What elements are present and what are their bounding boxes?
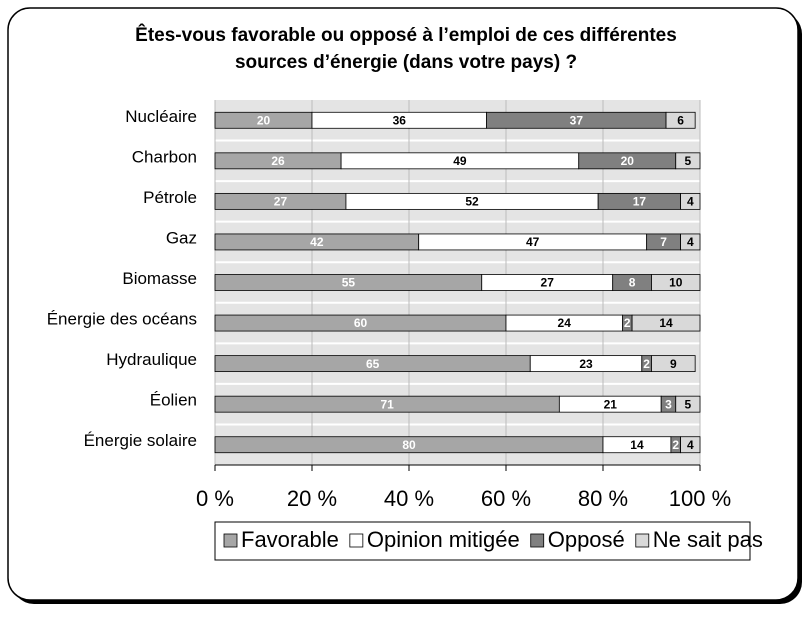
y-tick-label: Nucléaire	[125, 107, 197, 126]
data-label: 6	[677, 113, 684, 127]
data-label: 80	[402, 438, 416, 452]
y-tick-label: Gaz	[166, 228, 197, 247]
legend-label: Opposé	[548, 527, 625, 552]
data-label: 21	[604, 397, 618, 411]
data-label: 14	[659, 316, 673, 330]
data-label: 27	[274, 195, 288, 209]
x-tick-label: 60 %	[481, 486, 531, 511]
x-tick-label: 80 %	[578, 486, 628, 511]
data-label: 55	[342, 276, 356, 290]
y-tick-label: Énergie solaire	[84, 431, 197, 450]
data-label: 2	[643, 357, 650, 371]
data-label: 37	[570, 113, 584, 127]
legend-label: Opinion mitigée	[367, 527, 520, 552]
data-label: 23	[579, 357, 593, 371]
legend-swatch	[223, 533, 238, 548]
x-tick-label: 0 %	[196, 486, 234, 511]
data-label: 36	[393, 113, 407, 127]
data-label: 26	[271, 154, 285, 168]
data-label: 65	[366, 357, 380, 371]
data-label: 20	[257, 113, 271, 127]
bar-segment	[665, 111, 696, 129]
chart-title: sources d’énergie (dans votre pays) ?	[235, 52, 577, 73]
data-label: 20	[621, 154, 635, 168]
legend-label: Ne sait pas	[653, 527, 763, 552]
legend-swatch	[635, 533, 650, 548]
data-label: 8	[629, 276, 636, 290]
data-label: 47	[526, 235, 540, 249]
bar-segment	[680, 436, 701, 454]
chart-title: Êtes-vous favorable ou opposé à l’emploi…	[135, 24, 677, 46]
data-label: 4	[687, 195, 694, 209]
legend-box	[214, 521, 751, 561]
data-label: 3	[665, 397, 672, 411]
data-label: 49	[453, 154, 467, 168]
legend-swatch	[349, 533, 364, 548]
data-label: 10	[669, 276, 683, 290]
bar-segment	[675, 395, 701, 413]
data-label: 60	[354, 316, 368, 330]
x-tick-label: 40 %	[384, 486, 434, 511]
data-label: 14	[630, 438, 644, 452]
data-label: 17	[633, 195, 647, 209]
bar-segment	[680, 233, 701, 251]
bar-segment	[651, 274, 701, 291]
data-label: 27	[541, 276, 555, 290]
bar-segment	[675, 152, 701, 170]
y-tick-label: Hydraulique	[106, 350, 197, 369]
data-label: 5	[685, 397, 692, 411]
x-tick-label: 100 %	[669, 486, 731, 511]
data-label: 52	[465, 195, 479, 209]
bar-segment	[631, 314, 701, 332]
data-label: 4	[687, 438, 694, 452]
bar-segment	[651, 355, 696, 373]
data-label: 7	[660, 235, 667, 249]
y-tick-label: Charbon	[132, 147, 197, 166]
data-label: 9	[670, 357, 677, 371]
data-label: 4	[687, 235, 694, 249]
x-tick-label: 20 %	[287, 486, 337, 511]
legend-label: Favorable	[241, 527, 339, 552]
y-tick-label: Énergie des océans	[47, 310, 197, 329]
data-label: 2	[624, 316, 631, 330]
data-label: 24	[558, 316, 572, 330]
data-label: 2	[672, 438, 679, 452]
legend-swatch	[530, 533, 545, 548]
data-label: 5	[685, 154, 692, 168]
y-tick-label: Biomasse	[122, 269, 197, 288]
data-label: 71	[380, 397, 394, 411]
y-tick-label: Pétrole	[143, 188, 197, 207]
y-tick-label: Éolien	[150, 391, 197, 410]
data-label: 42	[310, 235, 324, 249]
bar-segment	[680, 192, 701, 210]
